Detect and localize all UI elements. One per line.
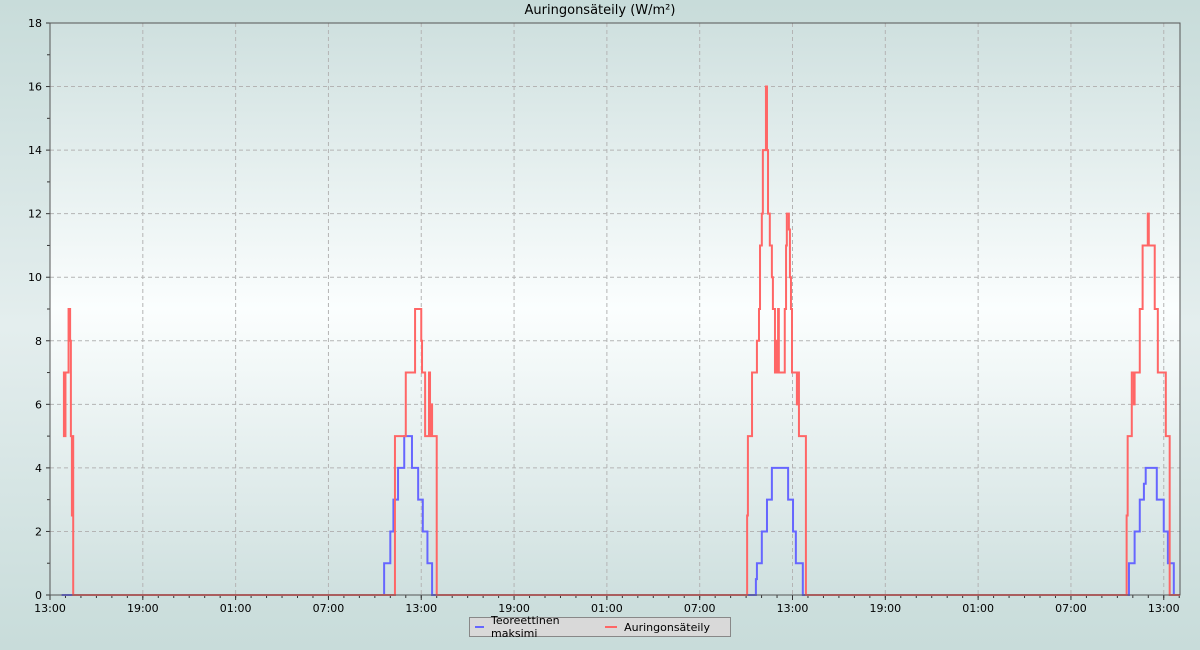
plot-frame: [49, 22, 1181, 596]
legend-label-radiation: Auringonsäteily: [624, 620, 710, 634]
x-tick-label: 13:00: [405, 602, 437, 615]
y-tick-label: 8: [35, 335, 42, 348]
y-tick-label: 18: [28, 17, 42, 30]
y-tick-label: 12: [28, 208, 42, 221]
x-tick-label: 13:00: [34, 602, 66, 615]
x-tick-label: 01:00: [962, 602, 994, 615]
y-tick-label: 10: [28, 271, 42, 284]
legend-swatch-blue: [475, 626, 485, 628]
y-tick-label: 0: [35, 589, 42, 602]
y-tick-label: 2: [35, 525, 42, 538]
y-tick-label: 6: [35, 398, 42, 411]
legend-label-max: Teoreettinen maksimi: [491, 614, 560, 640]
chart-title: Auringonsäteily (W/m²): [524, 3, 676, 18]
series-line-theoretical-max: [61, 435, 1180, 596]
x-tick-label: 19:00: [127, 602, 159, 615]
x-tick-label: 07:00: [684, 602, 716, 615]
plot-area: [50, 23, 1180, 595]
legend: Teoreettinen maksimi Auringonsäteily: [469, 614, 731, 640]
x-tick-label: 01:00: [220, 602, 252, 615]
legend-item-radiation: Auringonsäteily: [605, 621, 710, 634]
x-tick-label: 13:00: [777, 602, 809, 615]
x-tick-label: 13:00: [1148, 602, 1180, 615]
x-tick-label: 01:00: [591, 602, 623, 615]
x-tick-label: 07:00: [313, 602, 345, 615]
y-tick-label: 16: [28, 81, 42, 94]
legend-item-max: Teoreettinen maksimi: [475, 614, 580, 640]
series-line-solar-radiation: [62, 85, 1180, 596]
y-tick-label: 4: [35, 462, 42, 475]
y-tick-label: 14: [28, 144, 42, 157]
x-tick-label: 07:00: [1055, 602, 1087, 615]
x-tick-label: 19:00: [869, 602, 901, 615]
legend-swatch-red: [605, 626, 618, 628]
x-tick-label: 19:00: [498, 602, 530, 615]
